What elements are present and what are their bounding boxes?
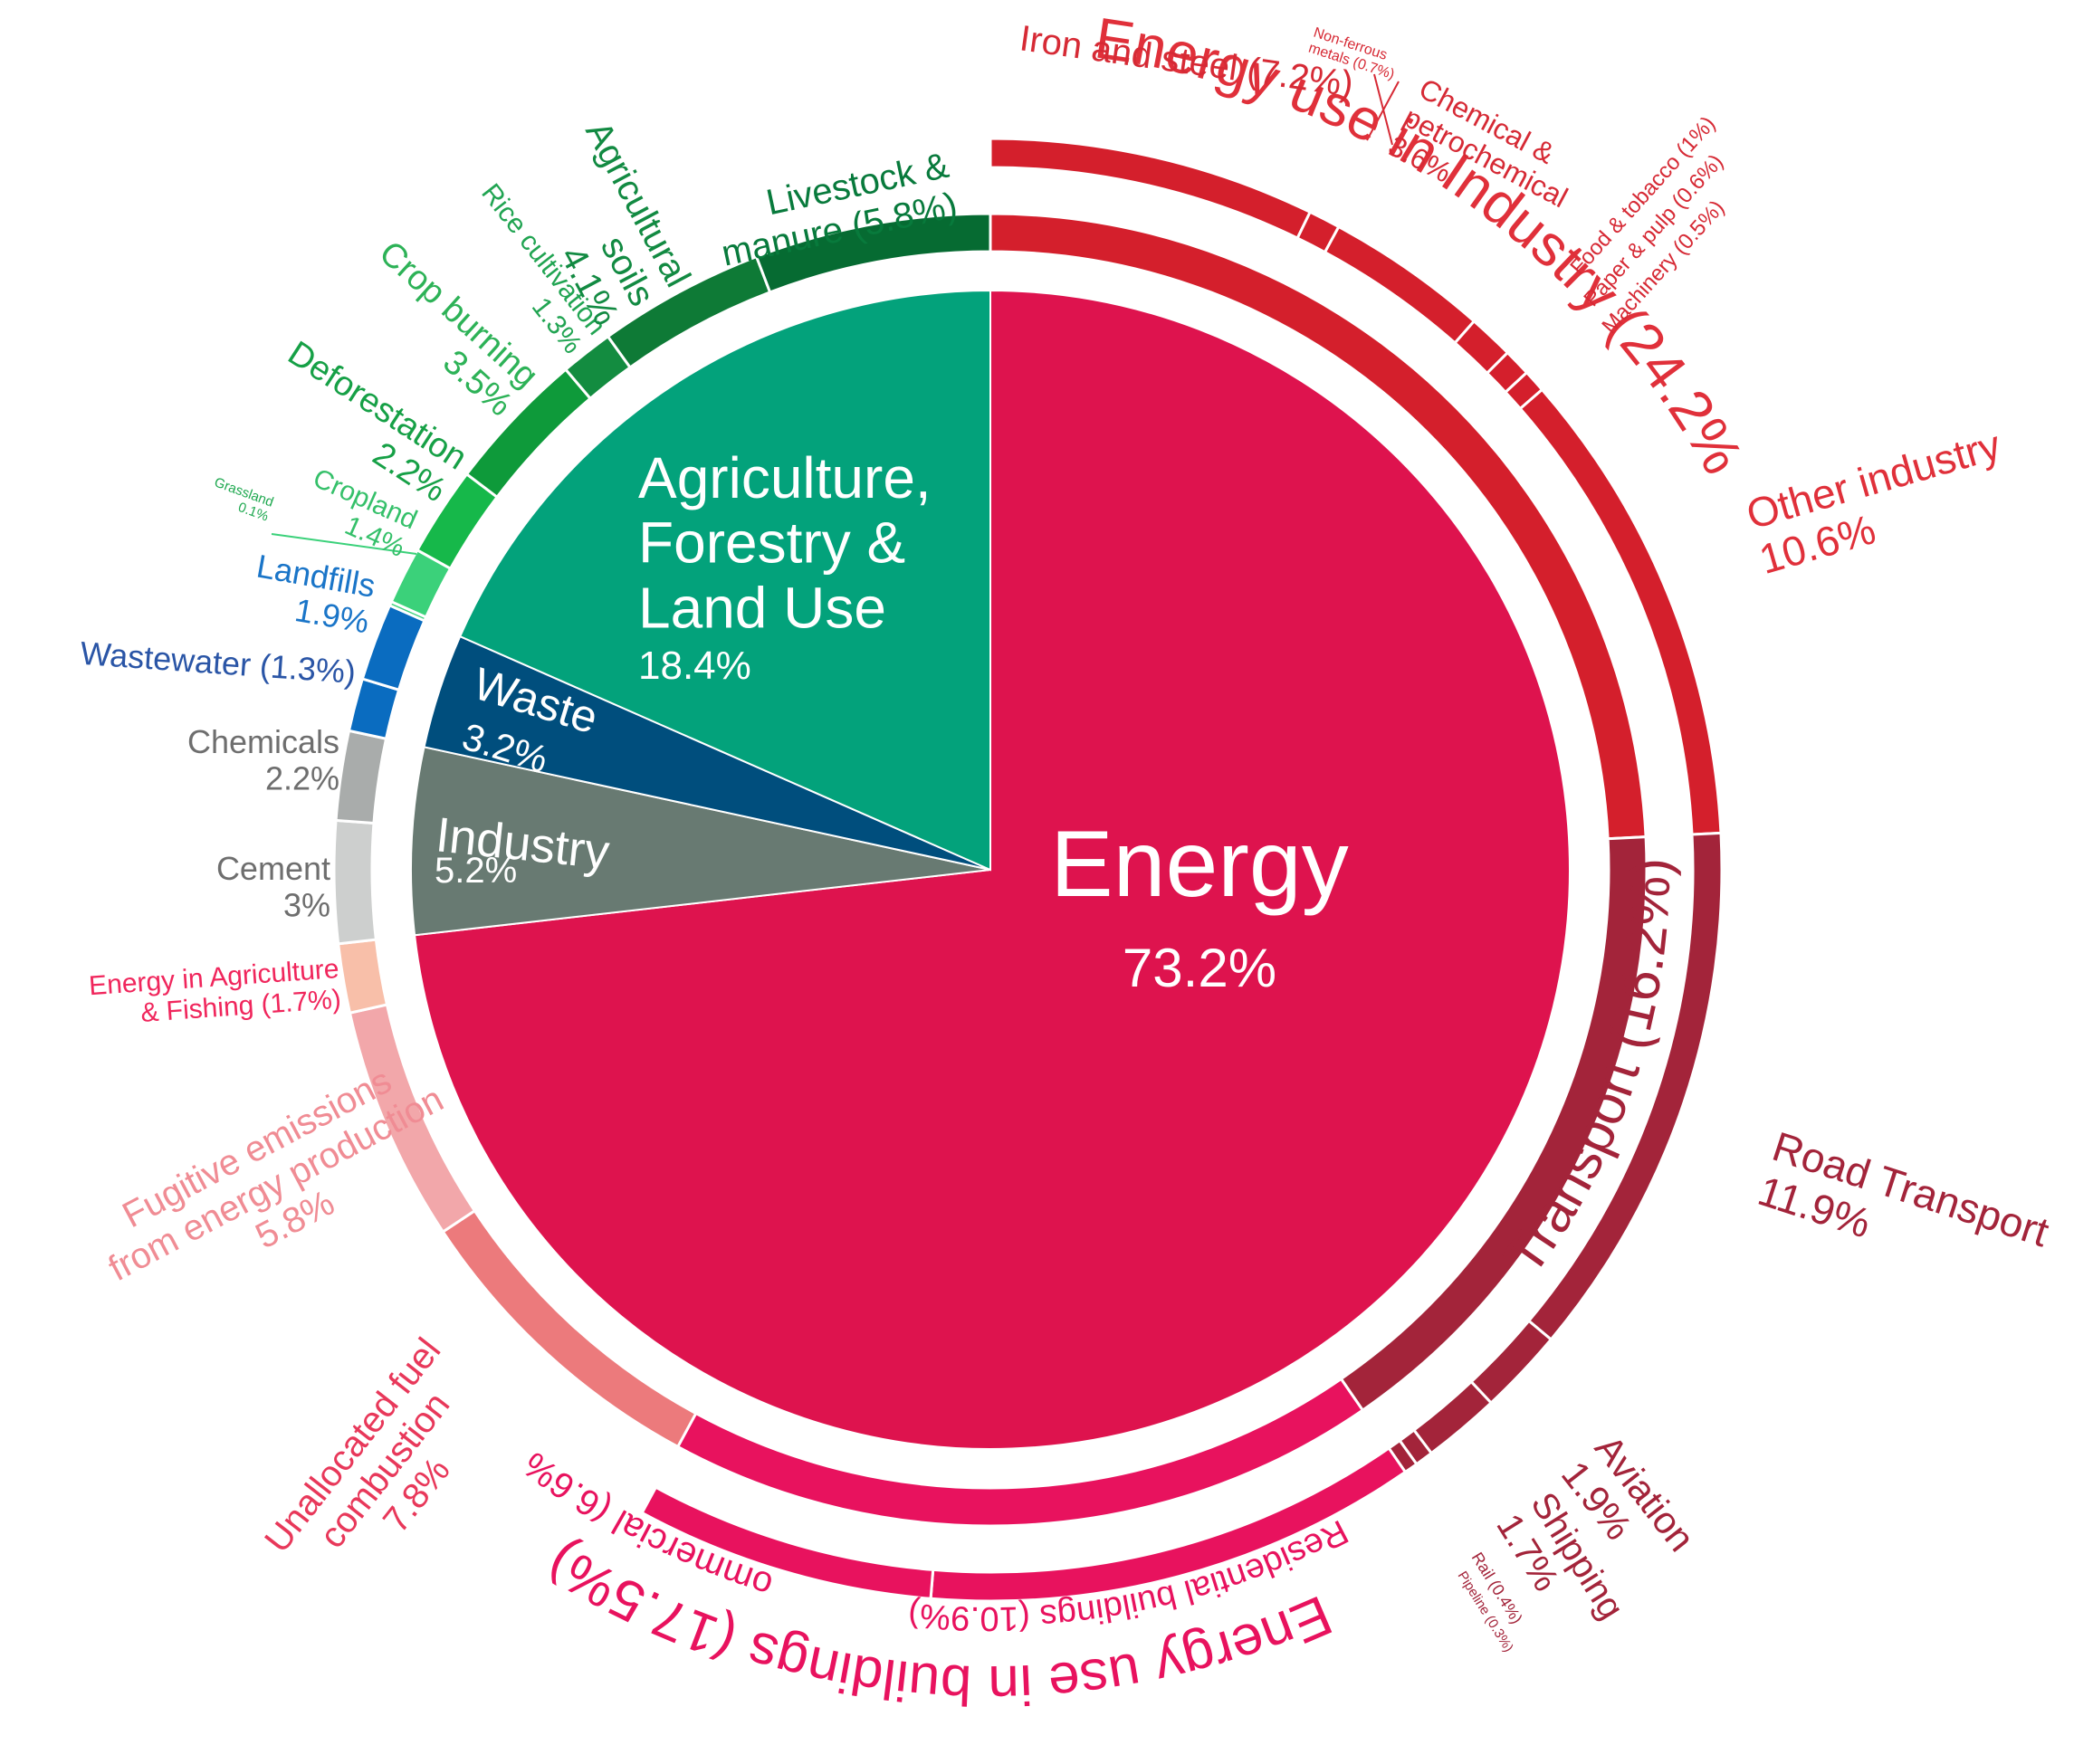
- sector-slice-industry: [410, 746, 991, 937]
- ring-segment-chemicals: [334, 729, 388, 825]
- sector-label-afolu: Agriculture, Forestry & Land Use: [638, 445, 932, 640]
- sector-pct-energy: 73.2%: [1123, 938, 1276, 998]
- ring-segment-aviation: [1469, 1319, 1553, 1406]
- subsector-label-cement: Cement 3%: [216, 850, 330, 923]
- sector-slice-energy: [413, 289, 1571, 1450]
- ring-segment-agri_energy: [336, 938, 389, 1015]
- ring-segment-commercial: [640, 1485, 935, 1600]
- subsector-label-road_transport: Road Transport11.9%: [1753, 1122, 2055, 1300]
- ring-segment-livestock: [754, 212, 992, 294]
- subsector-label-other_industry: Other industry10.6%: [1741, 421, 2018, 583]
- subsector-label-wastewater: Wastewater (1.3%): [79, 634, 357, 691]
- leader-lines-layer: [271, 73, 1400, 555]
- sector-label-energy: Energy: [1050, 812, 1349, 917]
- subsector-label-grassland: Grassland0.1%: [207, 474, 276, 524]
- ring-segment-shipping: [1411, 1379, 1494, 1455]
- subsector-label-landfills: Landfills1.9%: [248, 548, 378, 641]
- sector-pie-layer: [410, 289, 1571, 1450]
- sector-slice-afolu: [458, 289, 991, 872]
- subsector-label-agri_energy: Energy in Agriculture& Fishing (1.7%): [88, 954, 342, 1032]
- ring-segment-cement: [332, 818, 378, 946]
- leader-line: [271, 533, 417, 555]
- subsector-label-unallocated: Unallocated fuelcombustion7.8%: [257, 1330, 512, 1609]
- sector-pct-afolu: 18.4%: [638, 644, 751, 688]
- subsector-label-chemicals: Chemicals 2.2%: [187, 723, 339, 796]
- subsector-ring-layer: [332, 137, 1724, 1603]
- leader-line: [1366, 81, 1400, 141]
- sector-pct-industry: 5.2%: [435, 851, 517, 891]
